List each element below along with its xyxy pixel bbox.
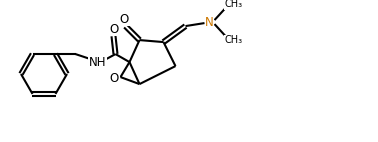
Text: CH₃: CH₃ — [225, 0, 243, 9]
Text: O: O — [109, 23, 118, 36]
Text: O: O — [110, 72, 119, 85]
Text: N: N — [205, 16, 214, 29]
Text: CH₃: CH₃ — [225, 35, 243, 45]
Text: NH: NH — [89, 56, 106, 69]
Text: O: O — [120, 13, 129, 26]
